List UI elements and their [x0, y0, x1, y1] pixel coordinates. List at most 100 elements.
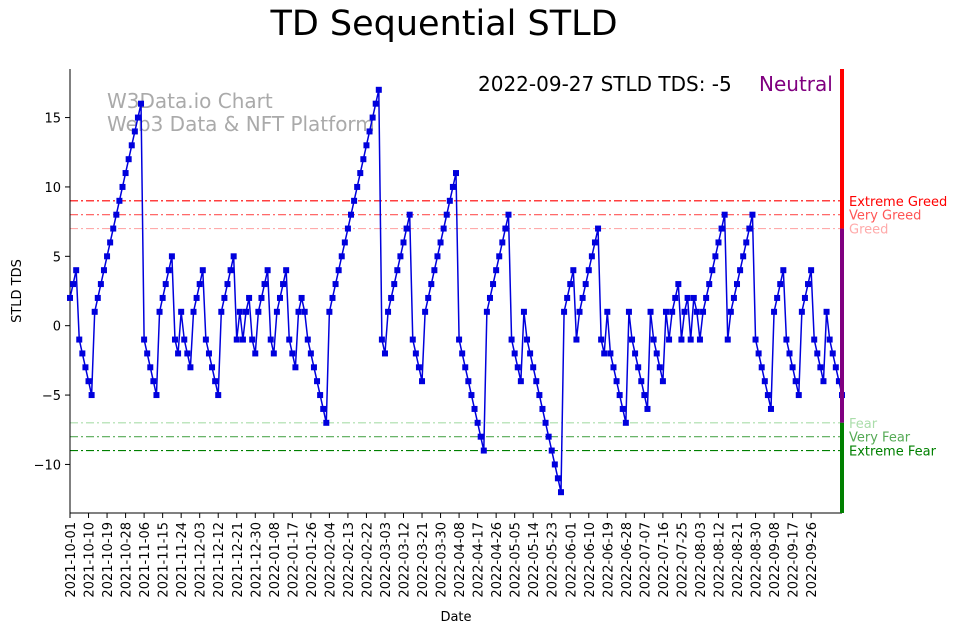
- data-point: [681, 308, 688, 315]
- data-point: [734, 281, 741, 288]
- data-point: [619, 405, 626, 412]
- data-point: [425, 294, 432, 301]
- data-point: [771, 308, 778, 315]
- data-point: [100, 267, 107, 274]
- data-point: [449, 183, 456, 190]
- data-point: [178, 308, 185, 315]
- data-point: [465, 378, 472, 385]
- data-point: [622, 419, 629, 426]
- data-point: [181, 336, 188, 343]
- data-point: [153, 392, 160, 399]
- data-point: [786, 350, 793, 357]
- data-point: [598, 336, 605, 343]
- data-point: [419, 378, 426, 385]
- x-tick-label: 2021-10-28: [120, 522, 135, 598]
- data-point: [524, 336, 531, 343]
- data-point: [162, 281, 169, 288]
- data-point: [483, 308, 490, 315]
- data-point: [264, 267, 271, 274]
- x-tick-label: 2022-03-12: [398, 522, 413, 598]
- x-tick-label: 2021-12-03: [194, 522, 209, 598]
- data-point: [193, 294, 200, 301]
- data-point: [662, 308, 669, 315]
- x-tick-label: 2022-01-17: [286, 522, 301, 598]
- data-point: [212, 378, 219, 385]
- data-point: [304, 336, 311, 343]
- data-point: [499, 239, 506, 246]
- data-point: [82, 364, 89, 371]
- data-point: [774, 294, 781, 301]
- data-point: [835, 378, 842, 385]
- data-point: [595, 225, 602, 232]
- data-point: [650, 336, 657, 343]
- x-tick-label: 2021-11-24: [175, 522, 190, 598]
- data-point: [215, 392, 222, 399]
- data-point: [88, 392, 95, 399]
- data-point: [755, 350, 762, 357]
- data-point: [314, 378, 321, 385]
- data-point: [190, 308, 197, 315]
- data-point: [474, 419, 481, 426]
- data-point: [530, 364, 537, 371]
- level-label-very-greed: Very Greed: [849, 209, 921, 224]
- data-point: [97, 281, 104, 288]
- x-tick-label: 2022-06-01: [564, 522, 579, 598]
- x-tick-label: 2022-07-07: [638, 522, 653, 598]
- data-point: [104, 253, 111, 260]
- data-point: [709, 267, 716, 274]
- data-point: [338, 253, 345, 260]
- data-point: [276, 294, 283, 301]
- data-point: [230, 253, 237, 260]
- x-tick-label: 2021-12-12: [212, 522, 227, 598]
- data-point: [632, 350, 639, 357]
- data-point: [412, 350, 419, 357]
- data-point: [557, 489, 564, 496]
- data-point: [221, 294, 228, 301]
- x-tick-label: 2022-06-10: [583, 522, 598, 598]
- zone-bar-segment: [840, 228, 844, 423]
- data-point: [712, 253, 719, 260]
- data-point: [119, 183, 126, 190]
- data-point: [829, 350, 836, 357]
- x-tick-label: 2022-05-23: [546, 522, 561, 598]
- data-point: [817, 364, 824, 371]
- x-tick-label: 2021-10-19: [101, 522, 116, 598]
- data-point: [391, 281, 398, 288]
- data-point: [431, 267, 438, 274]
- data-point: [805, 281, 812, 288]
- data-point: [690, 294, 697, 301]
- level-label-fear: Fear: [849, 417, 878, 432]
- x-tick-label: 2022-06-19: [601, 522, 616, 598]
- data-point: [283, 267, 290, 274]
- data-point: [110, 225, 117, 232]
- data-point: [320, 405, 327, 412]
- x-tick-label: 2022-09-17: [787, 522, 802, 598]
- data-point: [323, 419, 330, 426]
- data-point: [542, 419, 549, 426]
- data-point: [267, 336, 274, 343]
- x-tick-label: 2022-09-08: [768, 522, 783, 598]
- x-tick-label: 2022-01-08: [268, 522, 283, 598]
- data-point: [317, 392, 324, 399]
- data-point: [147, 364, 154, 371]
- data-point: [239, 336, 246, 343]
- data-point: [332, 281, 339, 288]
- data-point: [252, 350, 259, 357]
- data-point: [502, 225, 509, 232]
- level-label-greed: Greed: [849, 223, 888, 238]
- data-point: [286, 336, 293, 343]
- data-point: [536, 392, 543, 399]
- data-point: [440, 225, 447, 232]
- data-point: [246, 294, 253, 301]
- x-axis-title: Date: [440, 610, 471, 625]
- data-point: [128, 142, 135, 149]
- data-point: [669, 308, 676, 315]
- data-point: [672, 294, 679, 301]
- level-label-extreme-greed: Extreme Greed: [849, 195, 947, 210]
- data-point: [261, 281, 268, 288]
- data-point: [826, 336, 833, 343]
- data-point: [638, 378, 645, 385]
- data-point: [511, 350, 518, 357]
- data-point: [641, 392, 648, 399]
